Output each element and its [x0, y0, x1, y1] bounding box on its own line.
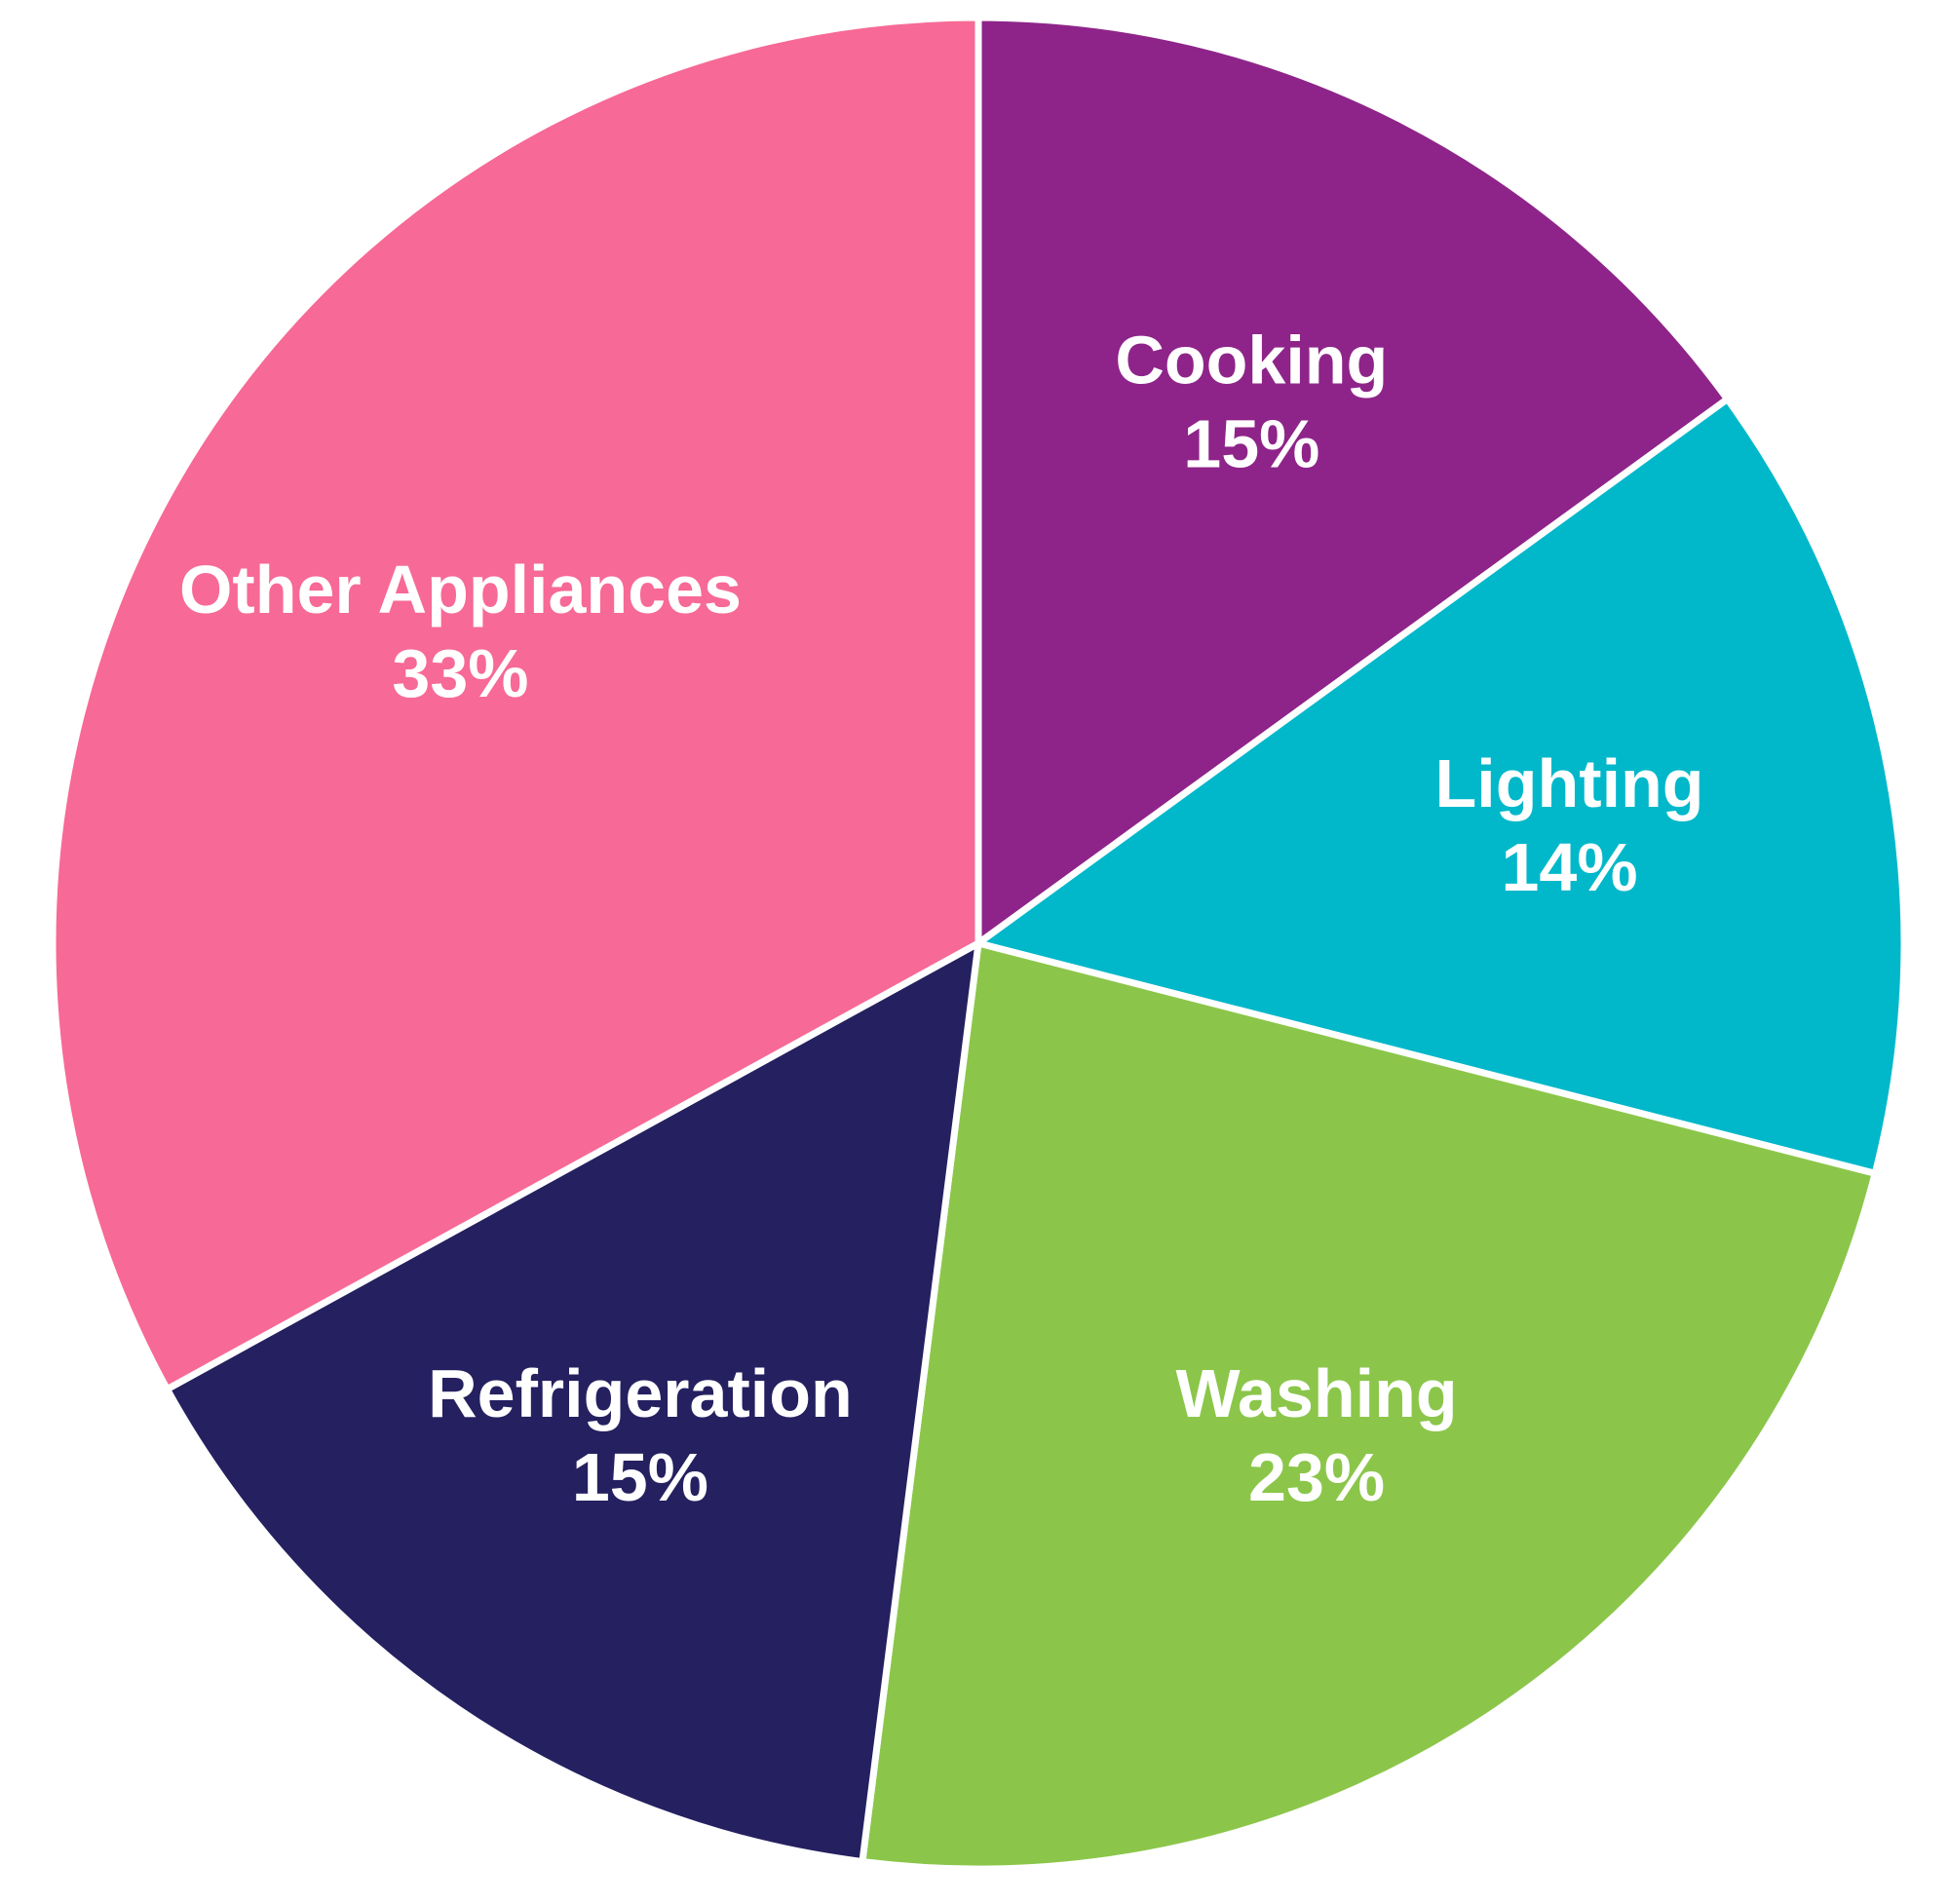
pie-slice-cooking — [974, 14, 1732, 947]
pie-slice-lighting — [974, 396, 1908, 1177]
slice-value-other-appliances: 33% — [392, 635, 528, 711]
slice-label-refrigeration: Refrigeration — [428, 1355, 853, 1431]
pie-labels: Cooking15%Lighting14%Washing23%Refrigera… — [179, 322, 1704, 1515]
pie-slice-washing — [859, 939, 1879, 1873]
slice-value-lighting: 14% — [1502, 829, 1638, 905]
slice-label-cooking: Cooking — [1115, 322, 1388, 398]
slice-label-lighting: Lighting — [1435, 745, 1704, 821]
slice-label-other-appliances: Other Appliances — [179, 552, 742, 628]
pie-slice-refrigeration — [164, 939, 982, 1866]
pie-slices — [49, 14, 1908, 1873]
slice-label-washing: Washing — [1176, 1355, 1458, 1431]
slice-value-refrigeration: 15% — [572, 1439, 708, 1515]
pie-slice-other-appliances — [49, 14, 982, 1393]
slice-value-cooking: 15% — [1183, 405, 1319, 481]
slice-value-washing: 23% — [1248, 1439, 1385, 1515]
